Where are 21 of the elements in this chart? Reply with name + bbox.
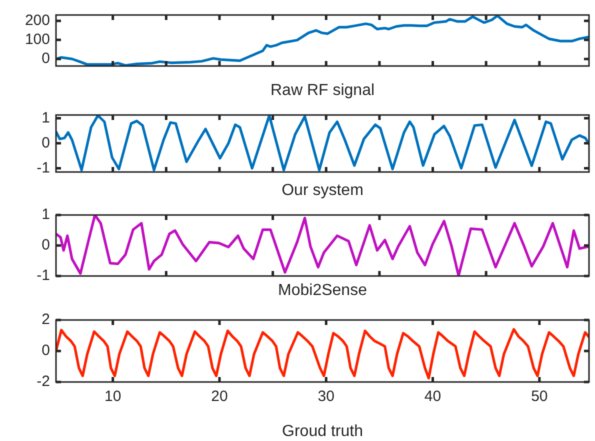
y-tick-label: -1	[36, 159, 50, 176]
y-tick-label: -1	[36, 267, 50, 284]
x-tick-label: 40	[424, 388, 442, 406]
y-tick-label: 0	[42, 236, 50, 254]
y-tick-label: 0	[42, 134, 50, 152]
x-axis-title: Raw RF signal	[270, 82, 375, 99]
x-axis-title: Our system	[282, 182, 364, 199]
x-tick-label: 10	[104, 388, 122, 406]
y-tick-label: 0	[42, 342, 50, 360]
y-tick-label: 100	[24, 31, 50, 48]
y-tick-label: -2	[36, 373, 50, 390]
y-tick-label: 2	[42, 311, 50, 328]
x-axis-title: Groud truth	[282, 422, 363, 440]
x-tick-label: 20	[211, 388, 228, 406]
y-tick-label: 200	[24, 12, 50, 30]
x-axis-title: Mobi2Sense	[278, 282, 368, 299]
x-tick-label: 30	[318, 388, 334, 406]
y-tick-label: 1	[42, 206, 50, 224]
y-tick-label: 0	[42, 50, 50, 68]
x-tick-label: 50	[531, 388, 548, 406]
y-tick-label: 1	[42, 109, 50, 126]
